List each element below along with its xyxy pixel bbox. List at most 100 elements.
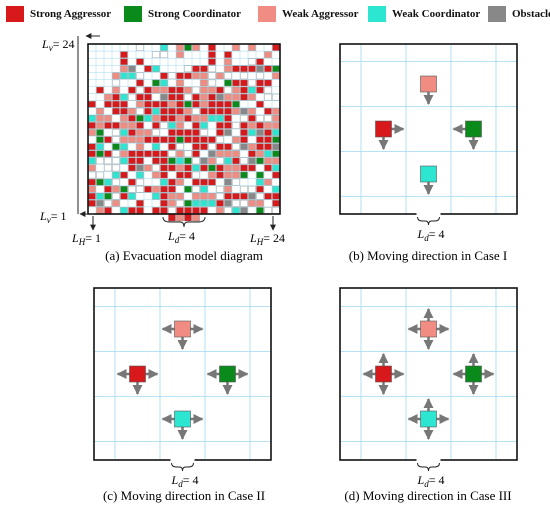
strong-coordinator-cell xyxy=(104,193,112,200)
weak-aggressor-cell xyxy=(264,157,272,165)
empty-cell xyxy=(104,200,112,207)
weak-aggressor-cell xyxy=(232,93,240,101)
weak-aggressor-cell xyxy=(256,150,264,158)
empty-cell xyxy=(208,72,216,80)
weak-coordinator-cell xyxy=(112,171,120,179)
strong-aggressor-cell xyxy=(216,164,224,172)
strong-aggressor-cell xyxy=(216,86,224,94)
empty-cell xyxy=(264,86,272,94)
weak-aggressor-cell xyxy=(128,122,136,129)
ld-brace xyxy=(417,216,440,226)
strong-aggressor-cell xyxy=(160,115,168,122)
weak-aggressor-cell xyxy=(176,164,184,172)
strong-aggressor-cell xyxy=(240,193,248,200)
strong-aggressor-cell xyxy=(168,115,176,122)
weak-coordinator-cell xyxy=(192,200,200,207)
strong-aggressor-cell xyxy=(144,93,152,101)
strong-aggressor-cell xyxy=(96,86,104,94)
empty-cell xyxy=(272,93,280,101)
strong-aggressor-cell xyxy=(200,207,208,214)
weak-coordinator-cell xyxy=(120,72,128,80)
weak-aggressor-cell xyxy=(224,58,232,65)
caption-b: (b) Moving direction in Case I xyxy=(349,248,508,263)
strong-aggressor-cell xyxy=(200,178,208,186)
weak-aggressor-cell xyxy=(160,86,168,94)
door-cell xyxy=(176,213,184,222)
strong-aggressor-cell xyxy=(232,65,240,73)
strong-aggressor-cell xyxy=(128,207,136,214)
strong-aggressor-cell xyxy=(264,108,272,115)
lv-top-label: Lv= 24 xyxy=(41,37,74,53)
weak-coordinator-cell xyxy=(152,143,160,150)
strong-coordinator-agent xyxy=(219,365,236,383)
empty-cell xyxy=(192,108,200,115)
weak-aggressor-cell xyxy=(96,115,104,122)
weak-aggressor-cell xyxy=(152,115,160,122)
weak-aggressor-cell xyxy=(248,122,256,129)
strong-aggressor-cell xyxy=(176,93,184,101)
strong-aggressor-cell xyxy=(184,171,192,179)
obstacle-swatch xyxy=(488,6,506,22)
empty-cell xyxy=(152,129,160,136)
strong-aggressor-cell xyxy=(208,93,216,101)
weak-aggressor-cell xyxy=(200,79,208,87)
strong-aggressor-cell xyxy=(224,143,232,150)
weak-aggressor-cell xyxy=(144,129,152,136)
empty-cell xyxy=(96,157,104,165)
empty-cell xyxy=(160,122,168,129)
strong-aggressor-cell xyxy=(160,200,168,207)
weak-aggressor-cell xyxy=(248,200,256,207)
strong-aggressor-cell xyxy=(152,157,160,165)
strong-aggressor-cell xyxy=(184,164,192,172)
weak-aggressor-cell xyxy=(192,72,200,80)
weak-aggressor-cell xyxy=(128,136,136,143)
strong-aggressor-cell xyxy=(216,143,224,150)
strong-coordinator-cell xyxy=(256,157,264,165)
weak-coordinator-cell xyxy=(160,79,168,87)
weak-coordinator-cell xyxy=(152,193,160,200)
weak-coordinator-agent xyxy=(420,165,437,183)
empty-cell xyxy=(112,79,120,87)
strong-aggressor-cell xyxy=(152,122,160,129)
strong-aggressor-cell xyxy=(264,193,272,200)
empty-cell xyxy=(208,79,216,87)
legend-item-weak-coordinator: Weak Coordinator xyxy=(368,4,480,24)
weak-coordinator-cell xyxy=(256,178,264,186)
strong-aggressor-cell xyxy=(184,115,192,122)
strong-aggressor-cell xyxy=(136,58,144,65)
weak-aggressor-cell xyxy=(144,164,152,172)
strong-aggressor-cell xyxy=(192,178,200,186)
weak-coordinator-agent xyxy=(420,410,437,428)
strong-aggressor-cell xyxy=(192,100,200,108)
weak-aggressor-cell xyxy=(88,185,96,193)
legend-label: Weak Aggressor xyxy=(282,8,359,20)
obstacle-cell xyxy=(208,150,216,158)
ld-brace xyxy=(162,216,206,228)
weak-aggressor-cell xyxy=(272,157,280,165)
strong-aggressor-cell xyxy=(160,207,168,214)
empty-cell xyxy=(136,86,144,94)
empty-cell xyxy=(104,157,112,165)
strong-aggressor-cell xyxy=(136,150,144,158)
obstacle-cell xyxy=(240,207,248,214)
empty-cell xyxy=(152,51,160,58)
weak-aggressor-cell xyxy=(224,185,232,193)
strong-aggressor-cell xyxy=(160,100,168,108)
strong-coordinator-agent xyxy=(465,120,482,138)
empty-cell xyxy=(128,93,136,101)
strong-aggressor-cell xyxy=(144,86,152,94)
strong-aggressor-cell xyxy=(152,136,160,143)
strong-aggressor-agent xyxy=(129,365,146,383)
weak-aggressor-cell xyxy=(112,72,120,80)
weak-aggressor-cell xyxy=(152,171,160,179)
strong-aggressor-cell xyxy=(232,79,240,87)
strong-aggressor-cell xyxy=(168,136,176,143)
weak-aggressor-cell xyxy=(272,115,280,122)
lh-left-label: LH= 1 xyxy=(71,231,101,247)
weak-aggressor-cell xyxy=(168,100,176,108)
weak-aggressor-cell xyxy=(216,207,224,214)
obstacle-cell xyxy=(216,93,224,101)
strong-aggressor-cell xyxy=(168,86,176,94)
strong-aggressor-cell xyxy=(184,72,192,80)
empty-cell xyxy=(112,178,120,186)
